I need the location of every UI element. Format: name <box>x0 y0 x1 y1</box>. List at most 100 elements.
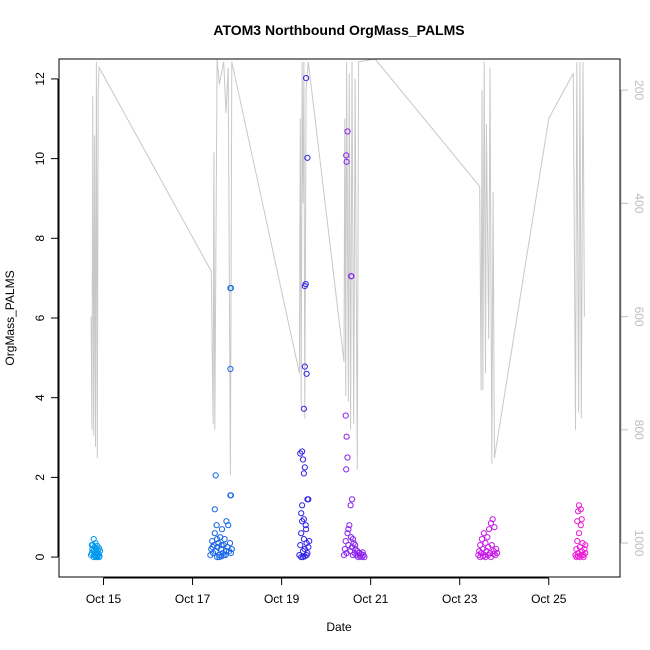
data-point <box>493 546 500 553</box>
data-point <box>581 546 588 553</box>
data-point <box>96 554 103 561</box>
data-point <box>300 470 307 477</box>
data-point <box>302 281 309 288</box>
data-point <box>297 542 304 549</box>
data-point <box>574 538 581 545</box>
x-axis: Oct 15 Oct 17 Oct 19 Oct 21 Oct 23 Oct 25 <box>86 577 567 606</box>
data-point <box>299 456 307 463</box>
data-point <box>478 536 486 543</box>
data-point <box>352 542 359 549</box>
data-point <box>227 285 234 292</box>
data-point <box>306 538 313 545</box>
data-point <box>347 502 354 509</box>
data-point <box>349 536 356 543</box>
data-point <box>297 450 304 457</box>
data-point <box>303 75 310 82</box>
data-point <box>348 496 356 503</box>
y2-tick-label: 200 <box>632 80 646 100</box>
y2-tick-label: 600 <box>632 307 646 327</box>
x-tick-label: Oct 23 <box>442 592 478 606</box>
data-point <box>577 522 584 529</box>
data-point <box>214 536 221 543</box>
x-axis-title: Date <box>326 620 352 634</box>
data-point <box>226 540 234 547</box>
data-point <box>209 544 216 551</box>
data-point <box>480 530 487 537</box>
y-tick-label: 4 <box>33 394 47 401</box>
data-point <box>489 516 496 523</box>
data-point <box>221 536 228 543</box>
data-point <box>342 412 349 419</box>
data-point <box>305 496 312 503</box>
data-point <box>300 516 307 523</box>
y-tick-label: 8 <box>33 235 47 242</box>
data-point <box>344 128 351 135</box>
data-point <box>298 510 305 517</box>
data-point <box>88 542 96 549</box>
data-point <box>345 526 352 533</box>
data-point <box>211 506 218 513</box>
data-point <box>578 552 585 559</box>
data-point <box>494 550 501 557</box>
data-point <box>352 546 359 553</box>
data-point <box>211 530 218 537</box>
data-point <box>344 454 351 461</box>
data-point <box>580 554 587 561</box>
data-point <box>348 534 355 541</box>
x-tick-label: Oct 25 <box>531 592 567 606</box>
data-point <box>212 472 219 479</box>
chart-title: ATOM3 Northbound OrgMass_PALMS <box>213 22 464 38</box>
data-point <box>343 466 350 473</box>
data-point <box>303 526 310 533</box>
data-point <box>575 530 583 537</box>
y2-tick-label: 1000 <box>632 530 646 557</box>
data-point <box>96 548 104 555</box>
data-point <box>486 526 493 533</box>
data-point <box>484 534 491 541</box>
data-point <box>298 554 305 561</box>
y-tick-label: 6 <box>33 314 47 321</box>
data-point <box>303 552 310 559</box>
data-point <box>582 542 589 549</box>
data-point <box>348 273 355 280</box>
y-axis: 0 2 4 6 8 10 12 <box>33 72 59 560</box>
data-point <box>218 526 226 533</box>
data-point <box>301 464 308 471</box>
y-tick-label: 2 <box>33 474 47 481</box>
pressure-line <box>90 59 585 476</box>
data-point <box>302 522 309 529</box>
data-point <box>225 522 232 529</box>
data-point <box>300 405 307 412</box>
secondary-y-axis: 200 400 600 800 1000 <box>620 80 646 557</box>
data-point <box>578 516 585 523</box>
data-point <box>303 370 310 377</box>
data-point <box>305 544 312 551</box>
x-tick-label: Oct 15 <box>86 592 122 606</box>
data-point <box>361 554 368 561</box>
data-point <box>577 506 584 513</box>
data-point <box>346 522 353 529</box>
data-point <box>343 158 350 165</box>
data-point <box>222 552 229 559</box>
y2-tick-label: 800 <box>632 420 646 440</box>
plot-area <box>88 59 589 561</box>
data-point <box>299 518 306 525</box>
data-point <box>304 154 311 161</box>
data-point <box>96 545 103 552</box>
data-point <box>343 433 350 440</box>
y-tick-label: 10 <box>33 152 47 166</box>
data-point <box>491 524 498 531</box>
x-tick-label: Oct 17 <box>175 592 211 606</box>
data-point <box>490 550 497 558</box>
y-axis-title: OrgMass_PALMS <box>3 270 17 365</box>
data-point <box>213 522 220 529</box>
data-point <box>214 554 221 561</box>
data-point <box>222 548 230 555</box>
data-point <box>344 530 351 537</box>
data-point <box>343 152 350 159</box>
data-point <box>228 546 235 553</box>
data-point <box>298 530 305 537</box>
x-tick-label: Oct 19 <box>264 592 300 606</box>
data-point <box>215 540 222 547</box>
